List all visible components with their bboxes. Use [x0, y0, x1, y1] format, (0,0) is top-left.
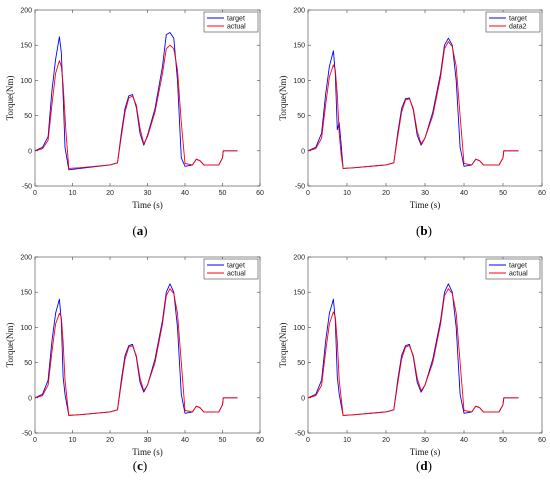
y-tick-label: -50	[295, 184, 305, 191]
y-tick-label: 0	[28, 148, 32, 155]
series-line-actual	[34, 288, 238, 416]
panel-caption: (d)	[416, 458, 432, 473]
legend-entry-target: target	[509, 263, 527, 270]
x-tick-label: 50	[499, 190, 507, 197]
y-axis-label: Torque(Nm)	[278, 76, 288, 121]
y-tick-label: 150	[293, 43, 305, 50]
y-tick-label: -50	[22, 431, 32, 438]
y-tick-label: 200	[293, 8, 305, 15]
y-tick-label: 50	[297, 113, 305, 120]
x-tick-label: 60	[538, 437, 546, 444]
legend-box	[203, 11, 259, 33]
x-axis-label: Time (s)	[410, 200, 440, 210]
legend-entry-target: target	[509, 16, 527, 23]
x-tick-label: 20	[382, 190, 390, 197]
plot-area	[34, 9, 261, 187]
x-axis-label: Time (s)	[410, 447, 440, 457]
legend-box	[485, 11, 541, 33]
x-tick-label: 10	[343, 190, 351, 197]
y-tick-label: 0	[301, 395, 305, 402]
x-tick-label: 0	[306, 190, 310, 197]
series-line-data2	[307, 41, 519, 169]
x-tick-label: 10	[69, 437, 77, 444]
x-tick-label: 50	[219, 190, 227, 197]
x-tick-label: 60	[538, 190, 546, 197]
y-tick-label: 100	[293, 325, 305, 332]
legend-entry-target: target	[227, 16, 245, 23]
y-tick-label: 0	[28, 395, 32, 402]
y-tick-label: -50	[295, 431, 305, 438]
y-tick-label: 100	[293, 78, 305, 85]
y-tick-label: 200	[20, 8, 32, 15]
y-axis-label: Torque(Nm)	[5, 76, 15, 121]
legend-entry-actual: actual	[227, 24, 246, 31]
y-tick-label: 150	[20, 290, 32, 297]
series-line-actual	[307, 288, 519, 416]
y-tick-label: 50	[24, 113, 32, 120]
x-tick-label: 10	[343, 437, 351, 444]
panel-caption: (a)	[132, 223, 147, 238]
x-tick-label: 20	[382, 437, 390, 444]
y-axis-label: Torque(Nm)	[278, 323, 288, 368]
y-tick-label: 150	[20, 43, 32, 50]
legend-entry-data2: data2	[509, 24, 527, 31]
y-tick-label: 100	[20, 325, 32, 332]
legend-entry-actual: actual	[509, 271, 528, 278]
y-axis-label: Torque(Nm)	[5, 323, 15, 368]
legend-box	[203, 258, 259, 280]
y-tick-label: 200	[20, 255, 32, 262]
x-tick-label: 40	[460, 437, 468, 444]
x-tick-label: 50	[499, 437, 507, 444]
x-tick-label: 20	[106, 437, 114, 444]
x-tick-label: 40	[181, 190, 189, 197]
x-tick-label: 60	[256, 190, 264, 197]
x-tick-label: 0	[33, 437, 37, 444]
series-line-actual	[34, 44, 238, 169]
x-tick-label: 50	[219, 437, 227, 444]
legend-entry-target: target	[227, 263, 245, 270]
x-tick-label: 20	[106, 190, 114, 197]
x-tick-label: 40	[460, 190, 468, 197]
y-tick-label: 50	[24, 360, 32, 367]
plot-area	[34, 256, 261, 434]
x-tick-label: 30	[421, 437, 429, 444]
y-tick-label: 150	[293, 290, 305, 297]
plot-area	[307, 256, 543, 434]
x-tick-label: 10	[69, 190, 77, 197]
legend-box	[485, 258, 541, 280]
legend-entry-actual: actual	[227, 271, 246, 278]
panel-caption: (b)	[416, 223, 432, 238]
x-axis-label: Time (s)	[132, 447, 162, 457]
x-tick-label: 60	[256, 437, 264, 444]
x-tick-label: 0	[306, 437, 310, 444]
y-tick-label: 50	[297, 360, 305, 367]
y-tick-label: 0	[301, 148, 305, 155]
x-tick-label: 30	[421, 190, 429, 197]
plot-area	[307, 9, 543, 187]
x-tick-label: 40	[181, 437, 189, 444]
panel-caption: (c)	[133, 458, 147, 473]
x-axis-label: Time (s)	[132, 200, 162, 210]
x-tick-label: 30	[144, 437, 152, 444]
x-tick-label: 0	[33, 190, 37, 197]
x-tick-label: 30	[144, 190, 152, 197]
y-tick-label: 100	[20, 78, 32, 85]
y-tick-label: -50	[22, 184, 32, 191]
y-tick-label: 200	[293, 255, 305, 262]
